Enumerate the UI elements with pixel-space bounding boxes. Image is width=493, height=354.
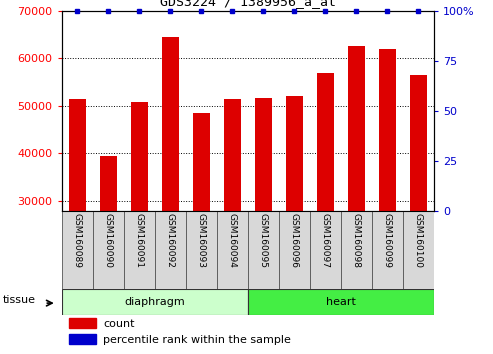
Text: percentile rank within the sample: percentile rank within the sample: [104, 335, 291, 345]
Text: GSM160098: GSM160098: [352, 213, 361, 268]
FancyBboxPatch shape: [279, 211, 310, 289]
Text: diaphragm: diaphragm: [124, 297, 185, 307]
FancyBboxPatch shape: [310, 211, 341, 289]
Bar: [100, 156, 117, 211]
FancyBboxPatch shape: [247, 211, 279, 289]
FancyBboxPatch shape: [403, 211, 434, 289]
Bar: [379, 49, 396, 211]
Bar: [131, 102, 148, 211]
Bar: [224, 99, 241, 211]
Text: GSM160096: GSM160096: [290, 213, 299, 268]
Bar: [162, 37, 179, 211]
FancyBboxPatch shape: [217, 211, 247, 289]
FancyBboxPatch shape: [372, 211, 403, 289]
Bar: [410, 75, 427, 211]
Bar: [317, 73, 334, 211]
Bar: [69, 334, 96, 344]
Bar: [286, 96, 303, 211]
Text: GSM160089: GSM160089: [72, 213, 82, 268]
Bar: [69, 318, 96, 329]
Bar: [255, 98, 272, 211]
Text: GSM160100: GSM160100: [414, 213, 423, 268]
Text: GSM160093: GSM160093: [197, 213, 206, 268]
Text: GSM160099: GSM160099: [383, 213, 392, 268]
Bar: [348, 46, 365, 211]
Text: GSM160091: GSM160091: [135, 213, 143, 268]
Text: GSM160097: GSM160097: [321, 213, 330, 268]
Text: GSM160090: GSM160090: [104, 213, 113, 268]
FancyBboxPatch shape: [247, 289, 434, 315]
Title: GDS3224 / 1389956_a_at: GDS3224 / 1389956_a_at: [160, 0, 336, 8]
Text: count: count: [104, 319, 135, 329]
FancyBboxPatch shape: [93, 211, 124, 289]
FancyBboxPatch shape: [124, 211, 155, 289]
FancyBboxPatch shape: [186, 211, 217, 289]
Text: heart: heart: [326, 297, 356, 307]
FancyBboxPatch shape: [62, 289, 247, 315]
FancyBboxPatch shape: [62, 211, 93, 289]
Bar: [69, 99, 86, 211]
FancyBboxPatch shape: [155, 211, 186, 289]
Text: tissue: tissue: [3, 296, 36, 306]
Text: GSM160095: GSM160095: [259, 213, 268, 268]
Bar: [193, 113, 210, 211]
Text: GSM160094: GSM160094: [228, 213, 237, 268]
Text: GSM160092: GSM160092: [166, 213, 175, 268]
FancyBboxPatch shape: [341, 211, 372, 289]
